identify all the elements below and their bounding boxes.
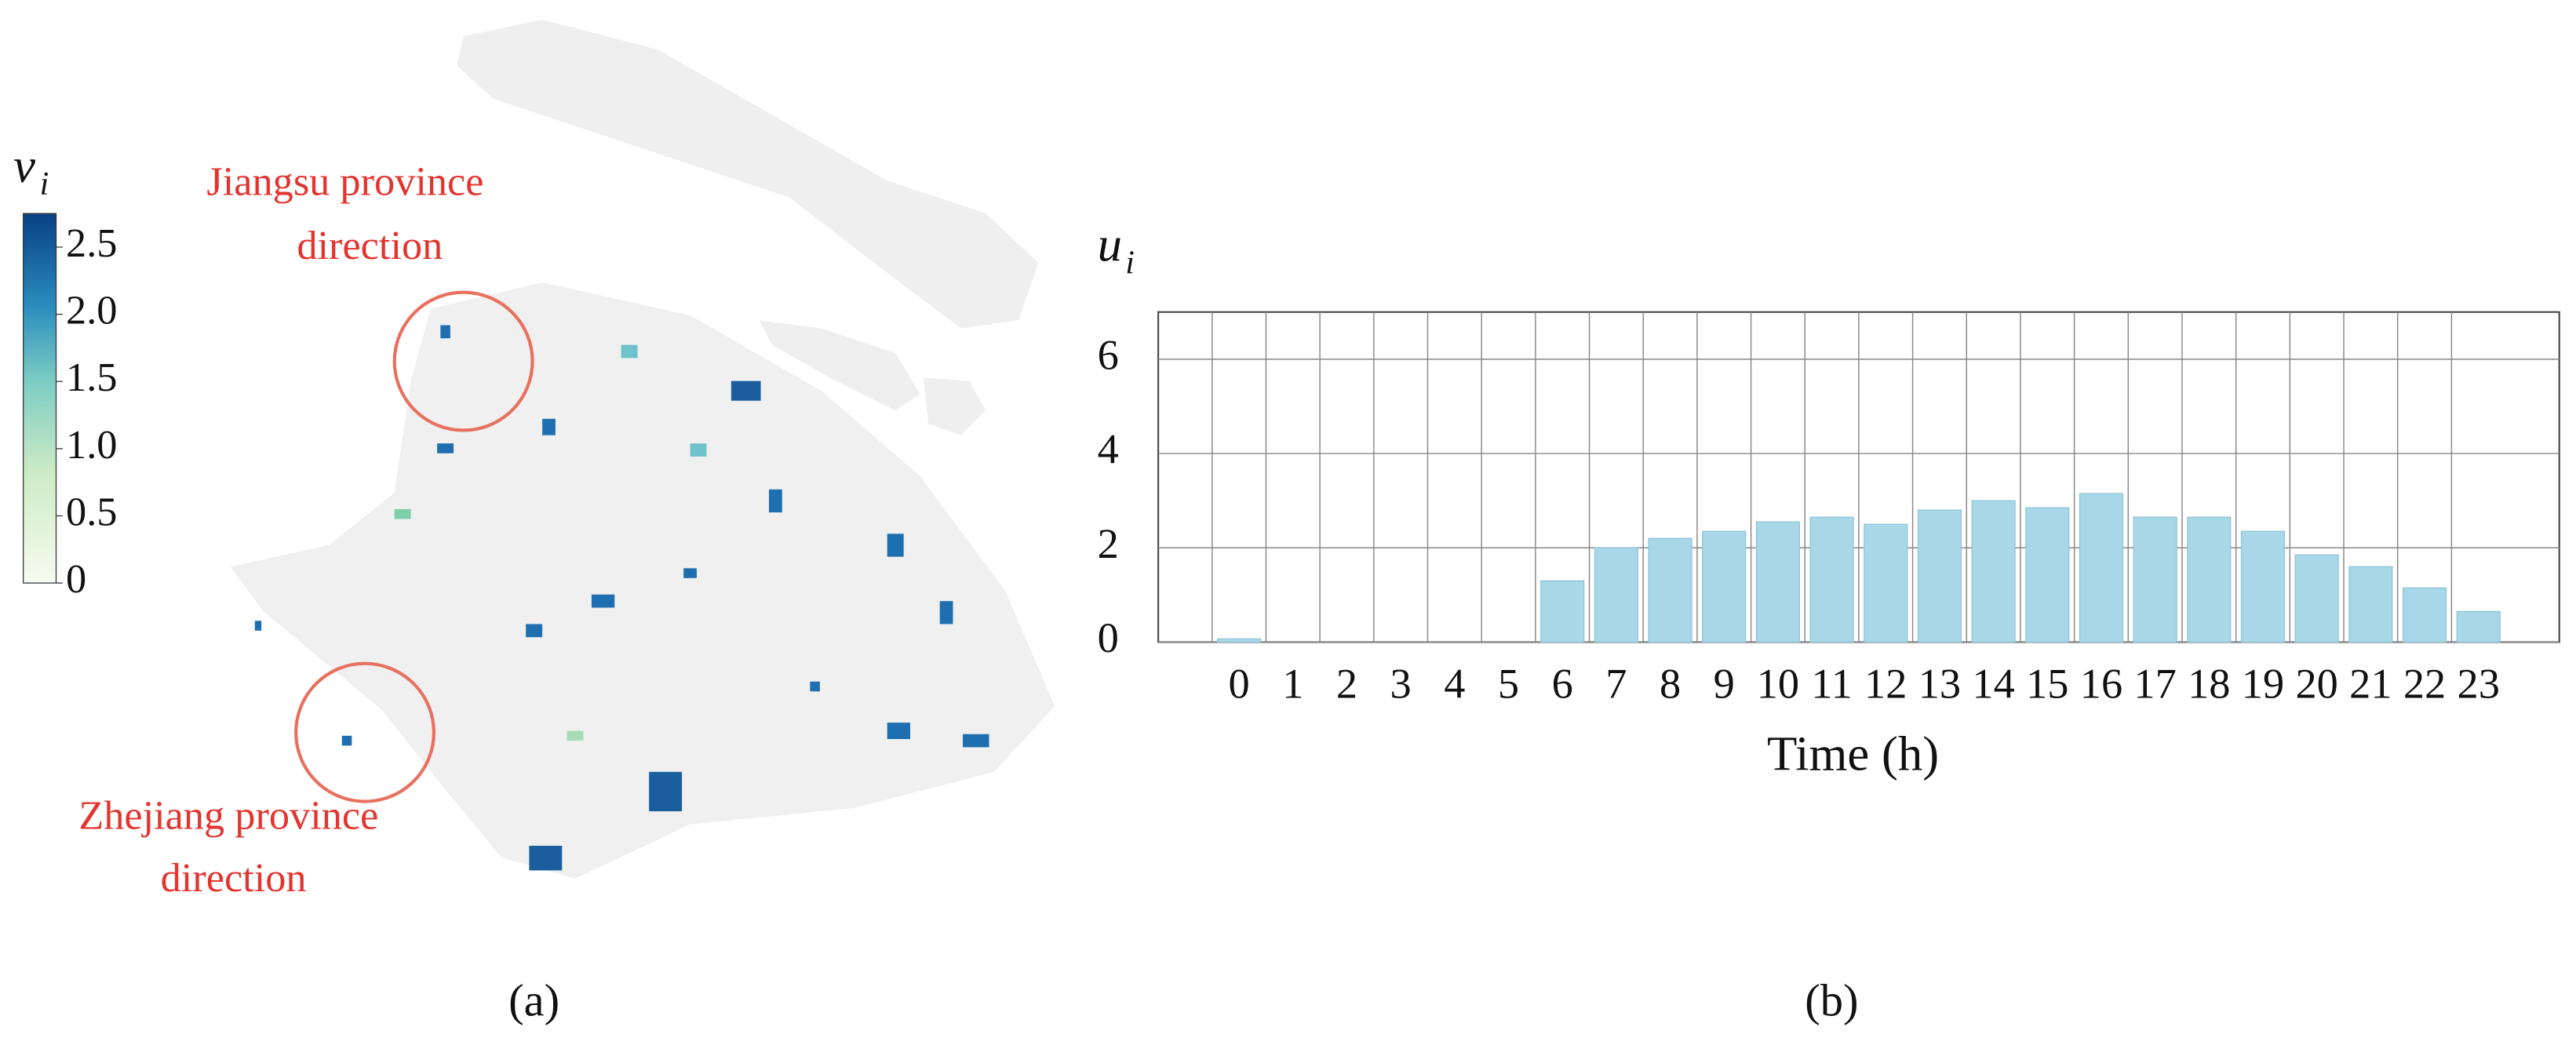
bar bbox=[1971, 500, 2016, 643]
x-tick-label: 17 bbox=[2133, 661, 2176, 708]
x-tick-label: 16 bbox=[2080, 661, 2122, 708]
x-tick-label: 6 bbox=[1552, 661, 1573, 708]
x-tick-label: 22 bbox=[2403, 661, 2446, 708]
map bbox=[23, 20, 1055, 879]
x-tick-label: 23 bbox=[2458, 661, 2500, 708]
y-tick-label: 2 bbox=[1098, 520, 1119, 567]
x-tick-label: 7 bbox=[1605, 661, 1627, 708]
x-tick-label: 9 bbox=[1714, 661, 1735, 708]
y-axis-subscript: i bbox=[1125, 246, 1135, 282]
x-tick-label: 5 bbox=[1498, 661, 1519, 708]
bar bbox=[1702, 530, 1747, 643]
y-tick-label: 6 bbox=[1098, 331, 1119, 378]
colorbar-subscript: i bbox=[40, 166, 49, 202]
x-axis-label: Time (h) bbox=[1767, 726, 1939, 781]
bar bbox=[1809, 516, 1854, 643]
panel-label: (b) bbox=[1805, 975, 1858, 1026]
island bbox=[923, 377, 986, 435]
x-tick-label: 14 bbox=[1972, 661, 2014, 708]
colorbar-label: v i bbox=[13, 138, 49, 202]
bar bbox=[2294, 554, 2339, 643]
x-tick-label: 19 bbox=[2242, 661, 2284, 708]
island bbox=[759, 320, 920, 411]
bar bbox=[2456, 610, 2501, 643]
bar bbox=[2402, 587, 2447, 643]
y-axis-symbol: u bbox=[1098, 217, 1122, 272]
island bbox=[457, 20, 1039, 329]
colorbar bbox=[23, 213, 57, 584]
bar bbox=[2187, 516, 2232, 643]
bar bbox=[1648, 537, 1692, 643]
annotation: Jiangsu province bbox=[206, 159, 483, 205]
x-tick-label: 11 bbox=[1811, 661, 1852, 708]
x-tick-label: 18 bbox=[2188, 661, 2230, 708]
annotation: Zhejiang province bbox=[78, 793, 378, 839]
colorbar-tick-label: 1.5 bbox=[66, 355, 117, 400]
bar bbox=[2079, 493, 2124, 643]
x-tick-label: 10 bbox=[1757, 661, 1799, 708]
bar bbox=[2025, 507, 2070, 643]
x-tick-label: 2 bbox=[1336, 661, 1357, 708]
x-tick-label: 21 bbox=[2349, 661, 2392, 708]
x-tick-label: 1 bbox=[1282, 661, 1303, 708]
bar bbox=[2133, 516, 2177, 643]
colorbar-tick-label: 2.0 bbox=[66, 288, 117, 333]
map-patches bbox=[254, 325, 989, 871]
bar bbox=[1217, 638, 1262, 643]
annotation: direction bbox=[161, 855, 307, 901]
highlight-circle bbox=[294, 661, 436, 803]
x-tick-label: 0 bbox=[1229, 661, 1250, 708]
x-tick-label: 15 bbox=[2026, 661, 2068, 708]
y-tick-label: 0 bbox=[1098, 614, 1119, 661]
bar bbox=[1540, 580, 1585, 643]
highlight-circle bbox=[392, 290, 534, 432]
colorbar-tick-label: 1.0 bbox=[66, 422, 117, 468]
bar bbox=[1864, 523, 1908, 643]
bar bbox=[1917, 509, 1962, 643]
colorbar-tick-label: 0 bbox=[66, 556, 86, 602]
x-tick-label: 8 bbox=[1660, 661, 1681, 708]
x-tick-label: 4 bbox=[1444, 661, 1465, 708]
colorbar-tick-label: 2.5 bbox=[66, 220, 117, 266]
bar bbox=[1594, 547, 1638, 643]
bar bbox=[2240, 530, 2286, 643]
annotation: direction bbox=[297, 223, 443, 268]
y-tick-label: 4 bbox=[1098, 426, 1119, 473]
x-tick-label: 13 bbox=[1918, 661, 1961, 708]
colorbar-tick-label: 0.5 bbox=[66, 490, 117, 535]
colorbar-symbol: v bbox=[13, 138, 35, 193]
x-tick-label: 12 bbox=[1864, 661, 1907, 708]
x-tick-label: 3 bbox=[1390, 661, 1412, 708]
x-tick-label: 20 bbox=[2295, 661, 2337, 708]
bar bbox=[2348, 566, 2393, 643]
panel-label: (a) bbox=[508, 975, 559, 1026]
bar bbox=[1755, 521, 1801, 643]
mainland bbox=[230, 282, 1055, 879]
